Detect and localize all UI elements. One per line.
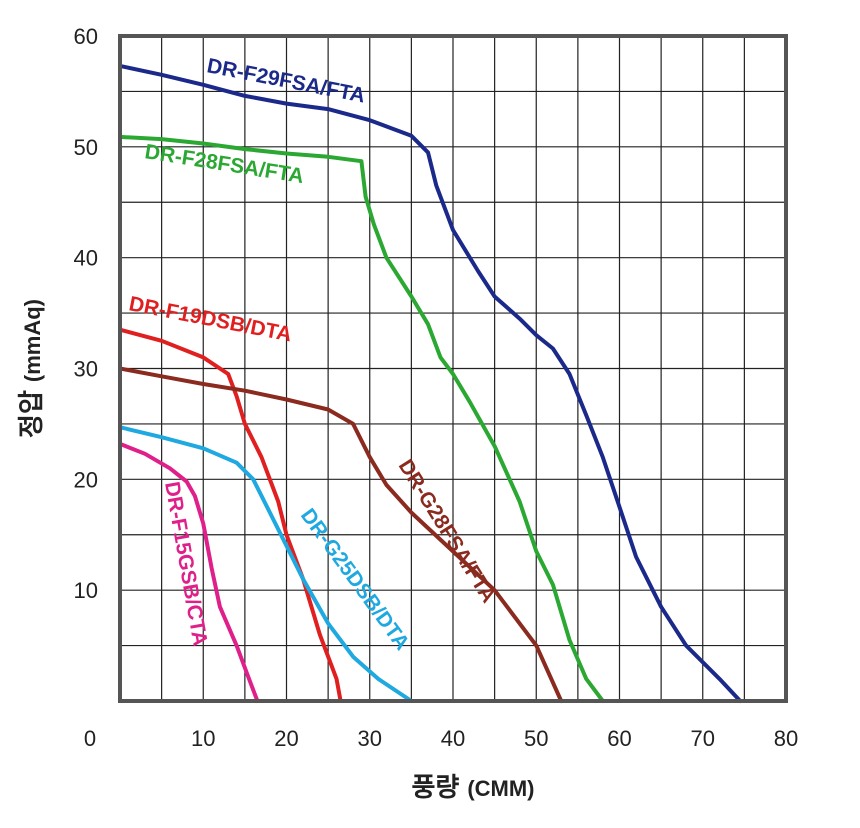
y-axis-title-text: 정압 xyxy=(17,390,47,438)
y-tick-label: 20 xyxy=(74,467,98,492)
x-tick-label: 60 xyxy=(607,726,631,751)
x-axis-title: 풍량 (CMM) xyxy=(411,773,534,803)
x-tick-label: 80 xyxy=(774,726,798,751)
x-tick-label: 30 xyxy=(358,726,382,751)
x-tick-label: 40 xyxy=(441,726,465,751)
series-line xyxy=(118,366,564,703)
series-label: DR-F15GSB/CTA xyxy=(160,480,212,648)
series-group xyxy=(118,63,743,703)
x-axis-unit: (CMM) xyxy=(467,776,534,801)
x-tick-label: 20 xyxy=(274,726,298,751)
plot-frame xyxy=(118,34,788,703)
x-tick-label: 70 xyxy=(691,726,715,751)
x-tick-label: 0 xyxy=(84,726,96,751)
series-line xyxy=(118,441,260,703)
tick-labels: 0 10 20 30 40 50 60 70 80 10 20 30 40 50 60 xyxy=(74,24,799,751)
grid xyxy=(120,36,786,701)
y-axis-unit: (mmAq) xyxy=(20,299,45,382)
y-tick-label: 30 xyxy=(74,357,98,382)
y-tick-label: 40 xyxy=(74,246,98,271)
x-tick-label: 10 xyxy=(191,726,215,751)
y-tick-label: 60 xyxy=(74,24,98,49)
y-axis-title: 정압 (mmAq) xyxy=(17,299,47,438)
y-tick-label: 50 xyxy=(74,135,98,160)
series-labels: DR-F29FSA/FTADR-F28FSA/FTADR-F19DSB/DTAD… xyxy=(127,54,500,654)
series-line xyxy=(118,327,343,703)
x-axis-title-text: 풍량 xyxy=(411,773,459,803)
series-line xyxy=(118,63,743,703)
series-line xyxy=(118,425,414,703)
series-line xyxy=(118,134,605,703)
series-label: DR-G28FSA/FTA xyxy=(394,455,500,606)
series-label: DR-G25DSB/DTA xyxy=(296,504,414,654)
y-tick-label: 10 xyxy=(74,578,98,603)
x-tick-label: 50 xyxy=(524,726,548,751)
